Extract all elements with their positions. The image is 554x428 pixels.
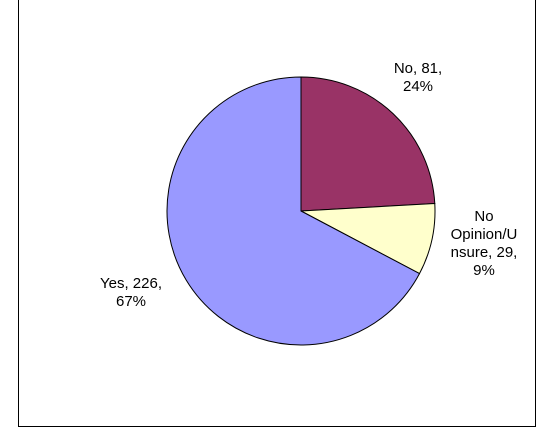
pie-label-no-opinion-unsure: No Opinion/U nsure, 29, 9% xyxy=(451,208,518,279)
pie-labels: No, 81, 24% No Opinion/U nsure, 29, 9% Yes, 22… xyxy=(100,60,517,310)
pie-label-line: Opinion/U xyxy=(451,226,518,243)
pie-label-line: 67% xyxy=(116,293,146,310)
pie-label-yes: Yes, 226, 67% xyxy=(100,275,162,310)
pie-label-line: No, 81, xyxy=(394,60,442,77)
pie-label-line: No xyxy=(474,208,493,225)
pie-label-line: nsure, 29, xyxy=(451,244,518,261)
pie-label-no: No, 81, 24% xyxy=(394,60,442,95)
pie-label-line: 24% xyxy=(403,78,433,95)
pie-slice-no xyxy=(300,76,436,212)
pie-label-line: 9% xyxy=(473,262,495,279)
pie-slices xyxy=(166,76,436,346)
pie-slice-yes xyxy=(166,76,421,346)
pie-label-line: Yes, 226, xyxy=(100,275,162,292)
